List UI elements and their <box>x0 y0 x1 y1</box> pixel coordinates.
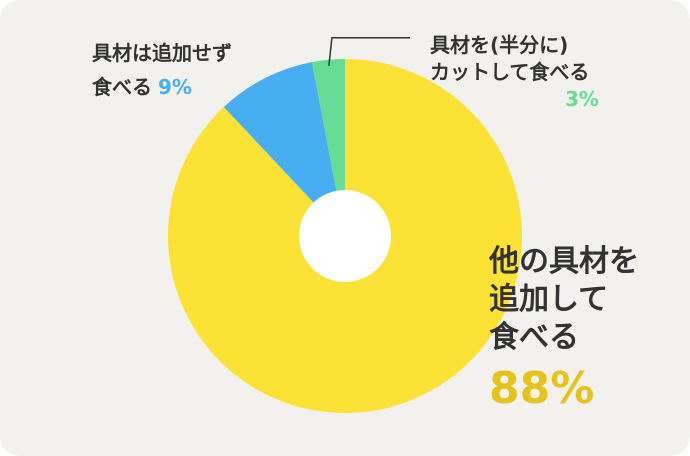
label-cut: 具材を(半分に) カットして食べる 3% <box>430 32 599 113</box>
label-other-line-2: 追加して <box>489 282 609 317</box>
label-no-extra-value: 9% <box>158 75 192 99</box>
label-other-line-3: 食べる <box>489 320 579 355</box>
label-no-extra-line-1: 具材は追加せず <box>92 41 232 65</box>
leader-line-cut <box>328 37 410 66</box>
label-no-extra: 具材は追加せず 食べる 9% <box>92 36 232 104</box>
donut-hole <box>299 190 391 282</box>
label-other-value: 88% <box>489 363 595 414</box>
label-cut-line-1: 具材を(半分に) <box>430 33 569 57</box>
label-cut-line-2: カットして食べる <box>430 60 590 84</box>
label-other-line-1: 他の具材を <box>489 244 639 279</box>
slice-no-extra <box>223 62 345 236</box>
label-no-extra-line-2-text: 食べる <box>92 75 152 99</box>
label-no-extra-line-2: 食べる 9% <box>92 70 232 104</box>
label-cut-value: 3% <box>565 87 599 111</box>
label-other-ingredients: 他の具材を 追加して 食べる 88% <box>489 243 639 417</box>
